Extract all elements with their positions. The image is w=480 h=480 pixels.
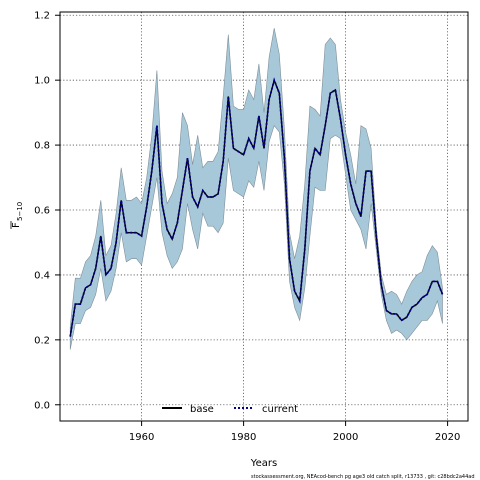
x-tick-label: 2020 (435, 432, 460, 443)
x-tick-label: 1980 (231, 432, 256, 443)
confidence-band (70, 28, 443, 350)
x-tick-label: 2000 (333, 432, 358, 443)
y-axis-title: F 5−10 (10, 202, 24, 229)
series-line-current (69, 77, 444, 337)
grid-lines (60, 12, 468, 421)
y-tick-label: 0.4 (34, 270, 50, 281)
y-tick-label: 1.2 (34, 11, 50, 22)
legend-label-current: current (262, 404, 298, 415)
y-tick-label: 0.8 (34, 141, 50, 152)
legend-label-base: base (190, 404, 214, 415)
series-lines (69, 77, 444, 337)
x-tick-label: 1960 (129, 432, 154, 443)
y-axis-title-main: F (11, 222, 22, 228)
confidence-band-outline (69, 28, 443, 350)
plot-frame (59, 11, 469, 422)
y-tick-label: 1.0 (34, 76, 50, 87)
y-axis: 0.0 0.2 0.4 0.6 0.8 1.0 1.2 (34, 11, 60, 411)
footer-note: stockassessment.org, NEAcod-bench pg age… (251, 474, 475, 480)
legend: base current (162, 404, 298, 415)
y-tick-label: 0.6 (34, 206, 50, 217)
x-axis-title: Years (250, 458, 277, 469)
y-axis-title-subscript: 5−10 (16, 202, 24, 221)
y-tick-label: 0.0 (34, 400, 50, 411)
x-axis: 1960 1980 2000 2020 (129, 421, 460, 443)
y-tick-label: 0.2 (34, 335, 50, 346)
